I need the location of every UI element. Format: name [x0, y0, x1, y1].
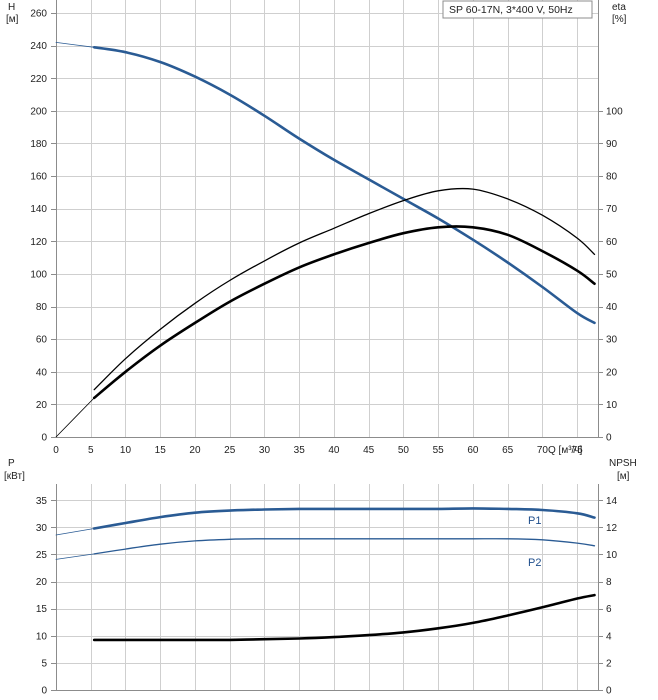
bottom-p2-curve [93, 538, 596, 555]
power-axis-title-line1: P [8, 458, 15, 469]
efficiency-tick-label: 40 [606, 302, 618, 313]
power-tick-label: 15 [36, 604, 48, 615]
flow-tick-label: 60 [467, 445, 479, 456]
top-curve-4 [93, 187, 596, 391]
flow-tick-label: 70 [537, 445, 549, 456]
p2-curve-label: P2 [528, 557, 541, 569]
bottom-p1-curve [92, 507, 596, 530]
efficiency-axis-title-line2: [%] [612, 14, 627, 25]
flow-axis-title: Q [м³/ч] [548, 445, 583, 456]
efficiency-tick-label: 70 [606, 204, 618, 215]
efficiency-tick-label: 10 [606, 400, 618, 411]
head-tick-label: 260 [30, 9, 47, 20]
efficiency-tick-label: 30 [606, 335, 618, 346]
flow-tick-label: 5 [88, 445, 94, 456]
head-tick-label: 220 [30, 74, 47, 85]
bottom-plot-grid [56, 484, 598, 690]
top-plot-curves [55, 42, 596, 438]
top-curve-5 [55, 397, 95, 438]
flow-tick-label: 40 [328, 445, 340, 456]
power-tick-label: 35 [36, 496, 48, 507]
npsh-tick-label: 8 [606, 577, 612, 588]
head-tick-label: 140 [30, 204, 47, 215]
npsh-axis-title-line1: NPSH [609, 458, 637, 469]
npsh-tick-label: 4 [606, 631, 612, 642]
power-tick-label: 5 [41, 658, 47, 669]
flow-tick-label: 65 [502, 445, 514, 456]
power-tick-label: 25 [36, 550, 48, 561]
head-tick-label: 240 [30, 41, 47, 52]
top-curve-3 [92, 225, 596, 400]
head-axis-title-line2: [м] [6, 14, 19, 25]
efficiency-tick-label: 60 [606, 237, 618, 248]
flow-tick-label: 20 [189, 445, 201, 456]
npsh-tick-label: 6 [606, 604, 612, 615]
npsh-axis-title-line2: [м] [617, 471, 630, 482]
head-tick-label: 180 [30, 139, 47, 150]
efficiency-axis-ticks: 0 10 20 30 40 50 60 70 80 90 100 [598, 106, 623, 444]
power-tick-label: 20 [36, 577, 48, 588]
efficiency-tick-label: 80 [606, 172, 618, 183]
top-plot-frame [56, 0, 599, 438]
flow-tick-label: 35 [294, 445, 306, 456]
efficiency-tick-label: 100 [606, 106, 623, 117]
flow-tick-label: 75 [572, 445, 584, 456]
head-axis-ticks: 0 20 40 60 80 100 120 140 160 180 200 220 240 260 [30, 9, 56, 444]
flow-tick-label: 0 [53, 445, 59, 456]
bottom-plot-frame [56, 484, 599, 691]
top-plot-grid [56, 0, 598, 437]
bottom-curve-4 [55, 553, 95, 560]
flow-tick-label: 15 [155, 445, 167, 456]
flow-tick-label: 45 [363, 445, 375, 456]
model-label: SP 60-17N, 3*400 V, 50Hz [449, 4, 573, 16]
bottom-curve-5 [92, 593, 596, 642]
power-tick-label: 0 [41, 686, 47, 697]
flow-tick-label: 30 [259, 445, 271, 456]
power-tick-label: 30 [36, 523, 48, 534]
bottom-plot-curves [55, 507, 596, 642]
efficiency-axis-title-line1: eta [612, 2, 626, 13]
flow-tick-label: 10 [120, 445, 132, 456]
flow-tick-label: 25 [224, 445, 236, 456]
npsh-axis-ticks: 0 2 4 6 8 10 12 14 [598, 496, 618, 697]
flow-tick-label: 55 [433, 445, 445, 456]
efficiency-tick-label: 90 [606, 139, 618, 150]
npsh-tick-label: 12 [606, 523, 618, 534]
flow-tick-label: 50 [398, 445, 410, 456]
npsh-tick-label: 10 [606, 550, 618, 561]
head-tick-label: 60 [36, 335, 48, 346]
top-curve-2 [55, 42, 95, 48]
power-axis-title-line2: [кВт] [4, 471, 25, 482]
efficiency-tick-label: 50 [606, 269, 618, 280]
npsh-tick-label: 0 [606, 686, 612, 697]
head-tick-label: 40 [36, 367, 48, 378]
head-tick-label: 20 [36, 400, 48, 411]
npsh-tick-label: 2 [606, 658, 612, 669]
p1-curve-label: P1 [528, 515, 541, 527]
head-tick-label: 200 [30, 106, 47, 117]
head-tick-label: 100 [30, 269, 47, 280]
head-tick-label: 120 [30, 237, 47, 248]
head-axis-title-line1: H [8, 2, 15, 13]
bottom-curve-2 [55, 528, 95, 536]
model-label-box [442, 0, 593, 19]
npsh-tick-label: 14 [606, 496, 618, 507]
head-tick-label: 0 [41, 433, 47, 444]
power-axis-ticks: 0 5 10 15 20 25 30 35 [36, 496, 56, 697]
power-tick-label: 10 [36, 631, 48, 642]
efficiency-tick-label: 20 [606, 367, 618, 378]
flow-axis-ticks: 0 5 10 15 20 25 30 35 40 45 50 55 60 65 70 75 [53, 445, 583, 456]
top-curve-1 [92, 46, 596, 325]
head-tick-label: 80 [36, 302, 48, 313]
efficiency-tick-label: 0 [606, 433, 612, 444]
head-tick-label: 160 [30, 172, 47, 183]
